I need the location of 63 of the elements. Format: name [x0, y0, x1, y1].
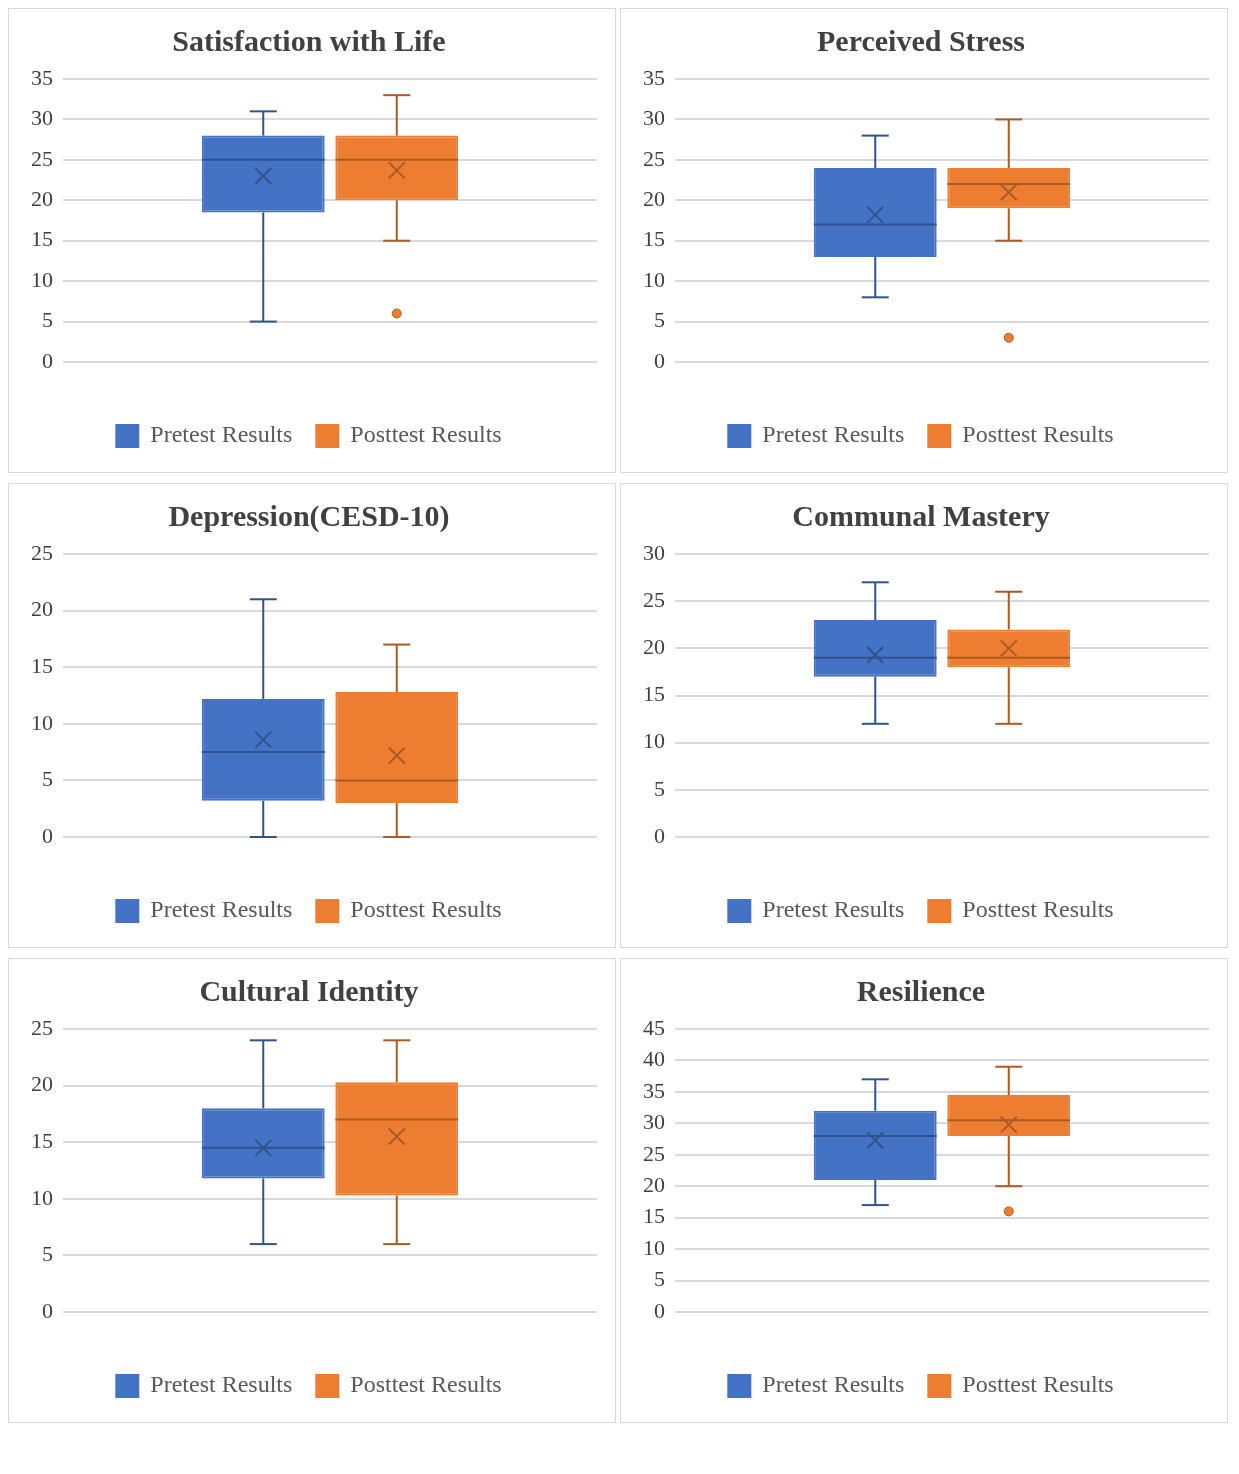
y-tick-label: 0 [654, 347, 665, 373]
legend-label: Pretest Results [150, 896, 293, 923]
y-tick-label: 15 [31, 226, 53, 252]
y-tick-label: 20 [643, 634, 665, 660]
y-tick-label: 5 [654, 1266, 665, 1292]
y-tick-label: 35 [643, 1077, 665, 1103]
y-tick-label: 5 [654, 307, 665, 333]
legend-label: Pretest Results [150, 421, 293, 448]
y-tick-label: 35 [31, 64, 53, 90]
y-tick-label: 25 [31, 145, 53, 171]
y-tick-label: 25 [31, 1014, 53, 1040]
y-tick-label: 30 [643, 1109, 665, 1135]
chart-title: Perceived Stress [817, 23, 1025, 57]
y-tick-label: 20 [31, 186, 53, 212]
y-tick-label: 25 [643, 145, 665, 171]
y-tick-label: 30 [643, 539, 665, 565]
y-tick-label: 0 [42, 347, 53, 373]
y-tick-label: 25 [31, 539, 53, 565]
y-tick-label: 5 [42, 1241, 53, 1267]
chart-title: Communal Mastery [792, 498, 1050, 532]
y-tick-label: 5 [42, 307, 53, 333]
chart-title: Satisfaction with Life [172, 23, 446, 57]
y-tick-label: 15 [31, 652, 53, 678]
legend-label: Posttest Results [350, 1371, 502, 1398]
y-tick-label: 30 [643, 105, 665, 131]
legend-label: Posttest Results [350, 896, 502, 923]
y-tick-label: 30 [31, 105, 53, 131]
legend-label: Posttest Results [962, 421, 1114, 448]
y-tick-label: 0 [42, 822, 53, 848]
chart-title: Resilience [856, 973, 986, 1007]
y-tick-label: 45 [643, 1014, 665, 1040]
y-tick-label: 15 [643, 1203, 665, 1229]
y-tick-label: 10 [643, 1234, 665, 1260]
y-tick-label: 20 [643, 186, 665, 212]
y-tick-label: 20 [31, 1071, 53, 1097]
y-tick-label: 5 [42, 766, 53, 792]
y-tick-label: 25 [643, 1140, 665, 1166]
legend-label: Posttest Results [350, 421, 502, 448]
y-tick-label: 5 [654, 775, 665, 801]
legend-label: Pretest Results [762, 421, 905, 448]
y-tick-label: 0 [654, 1297, 665, 1323]
y-tick-label: 15 [643, 681, 665, 707]
y-tick-label: 0 [42, 1297, 53, 1323]
y-tick-label: 15 [643, 226, 665, 252]
y-tick-label: 10 [31, 1184, 53, 1210]
legend-label: Pretest Results [762, 1371, 905, 1398]
legend-label: Pretest Results [150, 1371, 293, 1398]
y-tick-label: 15 [31, 1127, 53, 1153]
y-tick-label: 0 [654, 822, 665, 848]
y-tick-label: 40 [643, 1046, 665, 1072]
chart-title: Cultural Identity [199, 973, 419, 1007]
chart-title: Depression(CESD-10) [168, 498, 450, 533]
y-tick-label: 35 [643, 64, 665, 90]
y-tick-label: 10 [31, 266, 53, 292]
legend-label: Pretest Results [762, 896, 905, 923]
y-tick-label: 10 [643, 728, 665, 754]
y-tick-label: 10 [31, 709, 53, 735]
legend-label: Posttest Results [962, 896, 1114, 923]
y-tick-label: 25 [643, 586, 665, 612]
y-tick-label: 20 [31, 596, 53, 622]
y-tick-label: 20 [643, 1172, 665, 1197]
y-tick-label: 10 [643, 266, 665, 292]
legend-label: Posttest Results [962, 1371, 1114, 1398]
